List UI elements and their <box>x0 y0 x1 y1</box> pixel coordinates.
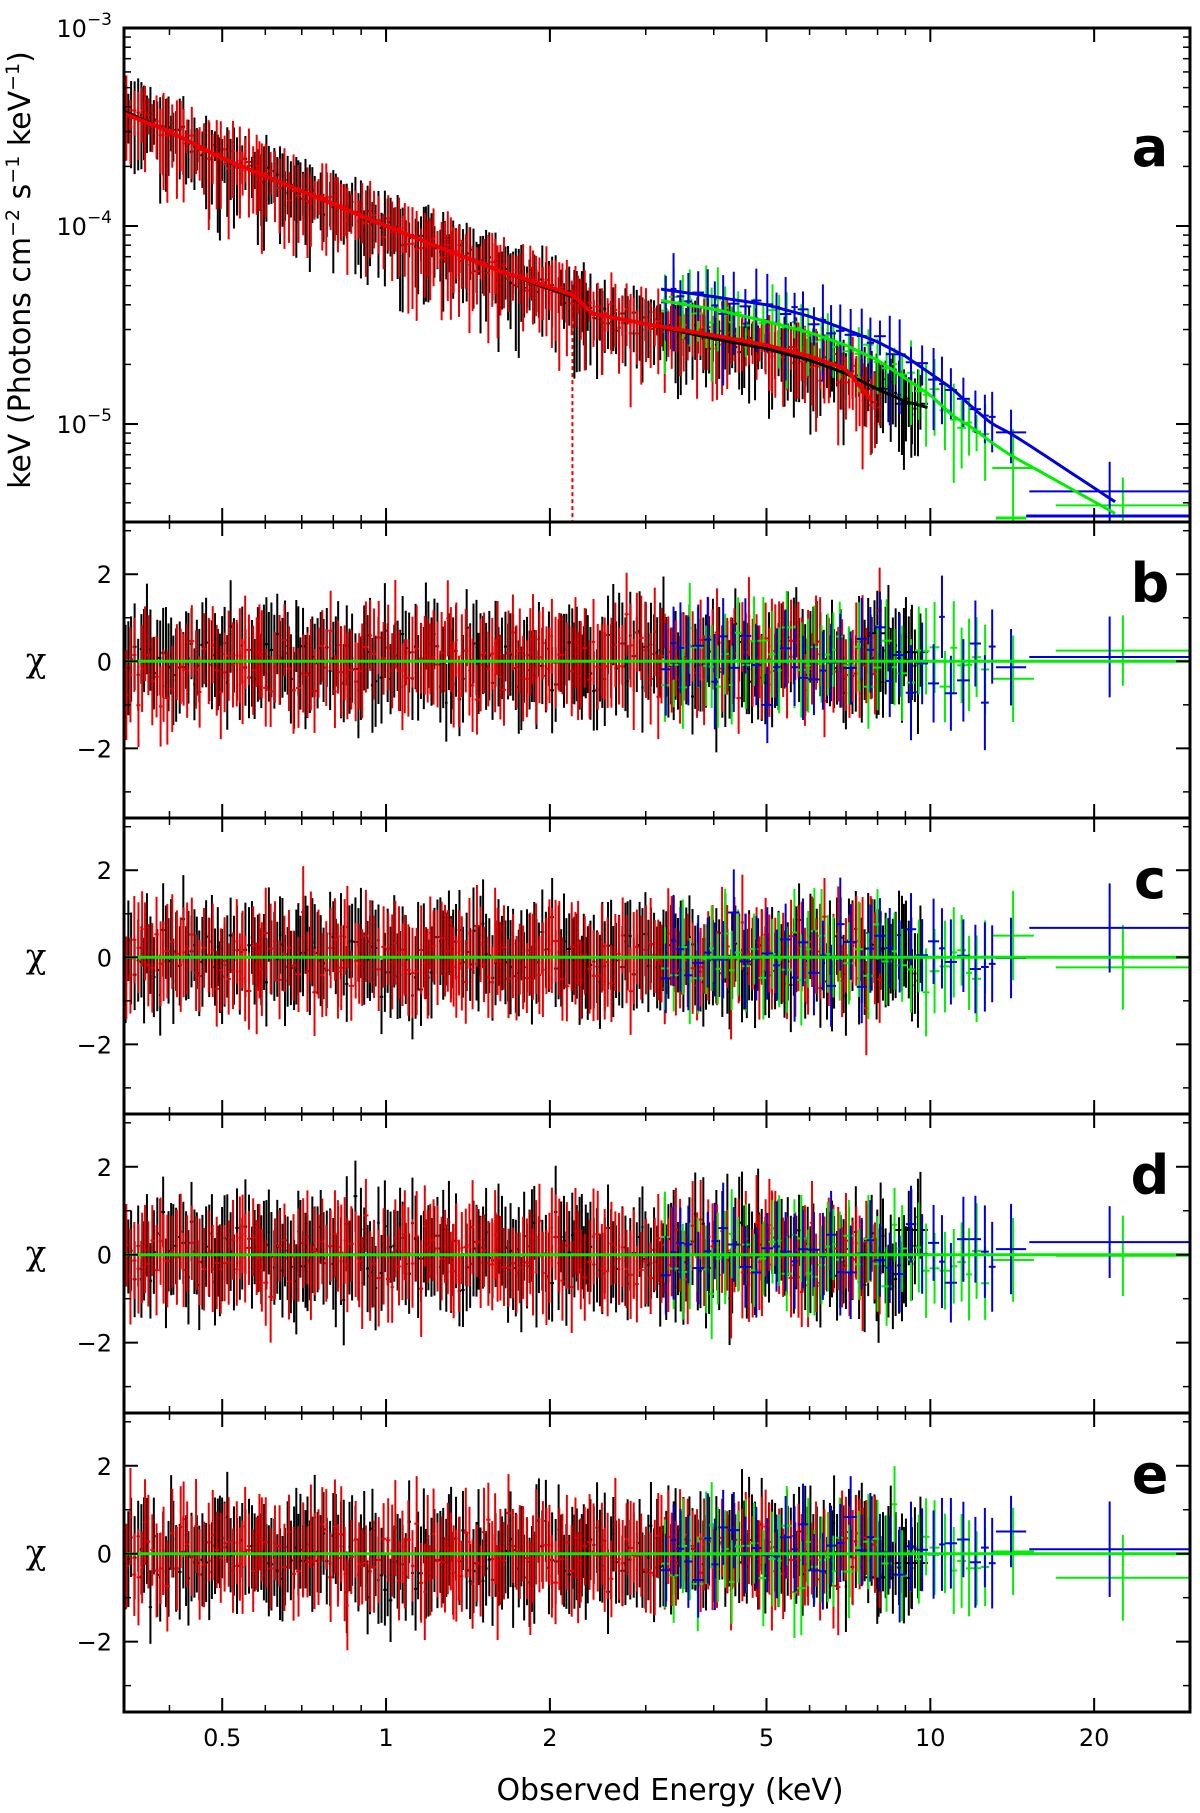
blue-model-curve <box>660 287 1116 504</box>
green-model-curve <box>660 299 1116 515</box>
panel-a: 10−3 10−4 10−5 a keV (Photons cm−2 s−1 keV−1… <box>2 10 1192 524</box>
panel-letter: a <box>1132 116 1168 179</box>
panel-d-data <box>124 1160 1190 1346</box>
panel-letter: d <box>1131 1144 1170 1207</box>
panel-letter: b <box>1131 552 1170 615</box>
panel-b: −2 0 2 b χ <box>26 520 1192 820</box>
panel-e: −202 eχ0.5 1 2 5 10 20 <box>26 1411 1192 1752</box>
y-tick-label: 0 <box>97 944 112 972</box>
y-tick-label: 2 <box>97 1154 112 1182</box>
panel-e-data <box>124 1466 1190 1651</box>
y-axis-title: keV (Photons cm−2 s−1 keV−1) <box>2 51 38 489</box>
y-tick-label: 10−3 <box>56 10 112 43</box>
y-tick-label: 0 <box>97 1242 112 1270</box>
y-tick-label: −2 <box>77 735 112 763</box>
red-model-curve <box>123 111 874 403</box>
y-tick-label: 2 <box>97 857 112 885</box>
y-tick-label: 10−4 <box>56 208 112 241</box>
y-axis-title: χ <box>26 1234 47 1274</box>
panel-c-data <box>124 866 1190 1056</box>
panel-c: −2 0 2 c χ <box>26 816 1192 1116</box>
y-axis-title: χ <box>26 640 47 680</box>
panel-d: −2 0 2 d χ <box>26 1112 1192 1415</box>
y-axis-title: χ <box>26 936 47 976</box>
y-tick-label: 2 <box>97 561 112 589</box>
panel-a-data <box>123 75 1190 522</box>
y-tick-label: −2 <box>77 1330 112 1358</box>
y-tick-label: 10−5 <box>56 406 112 439</box>
panel-a-frame <box>122 26 1192 524</box>
panel-b-data <box>124 567 1190 753</box>
panel-letter: c <box>1134 848 1166 911</box>
y-tick-label: 0 <box>97 648 112 676</box>
panels-layer: 10−3 10−4 10−5 a keV (Photons cm−2 s−1 keV−1… <box>2 10 1192 1752</box>
y-tick-label: −2 <box>77 1031 112 1059</box>
